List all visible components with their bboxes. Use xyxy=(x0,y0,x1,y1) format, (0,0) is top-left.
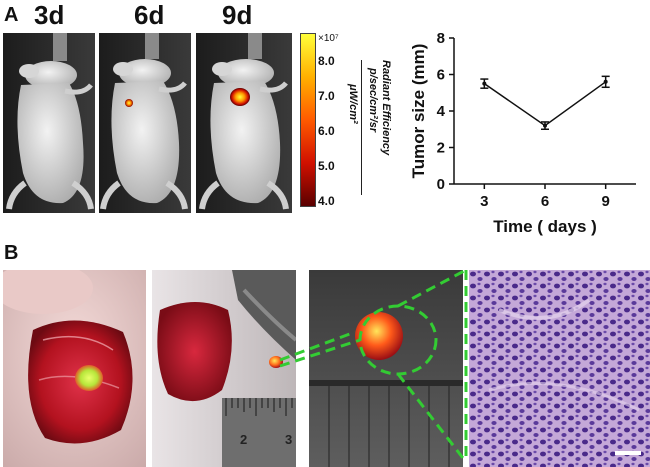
scale-bar xyxy=(615,451,641,455)
y-tick-label-4: 4 xyxy=(437,103,446,120)
colorbar-title-line2: p/sec/cm²/sr xyxy=(367,68,379,133)
data-point-6 xyxy=(543,123,547,128)
panel-label-b: B xyxy=(4,242,19,264)
x-tick-label-6: 6 xyxy=(541,193,549,210)
colorbar-tick-7: 7.0 xyxy=(318,89,335,103)
ruler-number-2: 2 xyxy=(240,432,248,447)
colorbar-exponent: ×10⁷ xyxy=(318,33,339,44)
ruler-number-3: 3 xyxy=(285,432,293,447)
colorbar-tick-5: 5.0 xyxy=(318,159,335,173)
data-point-3 xyxy=(482,81,487,86)
photo-tumor-closeup xyxy=(309,270,463,467)
excised-tumor-large xyxy=(355,312,403,360)
y-tick-label-0: 0 xyxy=(437,176,445,193)
x-tick-label-3: 3 xyxy=(480,193,488,210)
panel-label-a: A xyxy=(4,4,19,26)
x-axis-label: Time ( days ) xyxy=(493,217,597,236)
colorbar-title-line1: Radiant Efficiency xyxy=(380,60,392,156)
data-point-9 xyxy=(603,79,608,84)
y-tick-label-6: 6 xyxy=(437,67,445,84)
day-label-3d: 3d xyxy=(34,0,65,30)
fluorescence-signal-day6 xyxy=(125,99,133,107)
colorbar-title-line3: μW/cm² xyxy=(347,84,359,124)
colorbar-tick-6: 6.0 xyxy=(318,124,335,138)
x-tick-label-9: 9 xyxy=(601,193,609,210)
y-axis-label: Tumor size (mm) xyxy=(410,44,428,179)
colorbar xyxy=(300,33,316,207)
series-line xyxy=(483,81,607,127)
day-label-6d: 6d xyxy=(134,0,165,30)
y-tick-label-8: 8 xyxy=(437,30,445,47)
mouse-image-day9 xyxy=(196,33,292,213)
day-label-9d: 9d xyxy=(222,0,253,30)
photo-excised-tumor-ruler xyxy=(152,270,296,467)
mouse-image-day6 xyxy=(99,33,191,213)
mouse-image-day3 xyxy=(3,33,95,213)
colorbar-tick-8: 8.0 xyxy=(318,54,335,68)
fluorescence-signal-day9 xyxy=(230,88,250,106)
tumor-fluorescence xyxy=(75,365,103,391)
colorbar-title-divider xyxy=(361,60,362,195)
excised-tumor-small xyxy=(269,356,283,368)
colorbar-tick-4: 4.0 xyxy=(318,194,335,208)
y-tick-label-2: 2 xyxy=(437,140,445,157)
histology-image xyxy=(469,270,650,467)
photo-tumor-in-situ xyxy=(3,270,146,467)
